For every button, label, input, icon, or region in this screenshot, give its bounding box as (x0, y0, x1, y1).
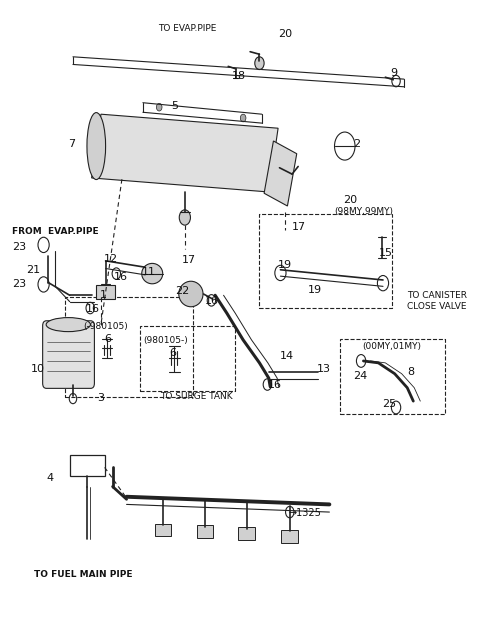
Text: 16: 16 (205, 296, 219, 306)
FancyBboxPatch shape (43, 321, 95, 389)
Polygon shape (92, 114, 278, 192)
Bar (196, 525, 213, 538)
Text: TO EVAP.PIPE: TO EVAP.PIPE (158, 24, 216, 33)
Circle shape (240, 114, 246, 122)
Bar (260, 213, 392, 308)
Text: CLOSE VALVE: CLOSE VALVE (407, 302, 467, 311)
Text: 24: 24 (353, 371, 367, 381)
Bar (96, 285, 115, 299)
Text: 10: 10 (31, 364, 45, 374)
Text: 11: 11 (142, 266, 156, 277)
Text: 20: 20 (343, 195, 358, 204)
Text: 7: 7 (68, 139, 75, 149)
Ellipse shape (46, 318, 90, 332)
Text: FROM  EVAP.PIPE: FROM EVAP.PIPE (12, 227, 99, 236)
Text: 3: 3 (97, 393, 105, 403)
Bar (155, 523, 171, 536)
Text: 23: 23 (12, 242, 26, 252)
Text: 2: 2 (353, 139, 360, 149)
Text: 19: 19 (308, 284, 322, 295)
Text: 15: 15 (379, 247, 393, 258)
Text: 13: 13 (317, 364, 331, 374)
Text: 18: 18 (231, 71, 246, 81)
Text: TO CANISTER: TO CANISTER (407, 291, 467, 300)
Text: (98MY,99MY): (98MY,99MY) (334, 206, 393, 215)
Text: 5: 5 (171, 101, 178, 111)
Bar (239, 527, 255, 540)
Text: TO FUEL MAIN PIPE: TO FUEL MAIN PIPE (34, 570, 133, 579)
Circle shape (255, 57, 264, 70)
Circle shape (179, 210, 191, 225)
Bar (340, 339, 445, 414)
Text: (00MY,01MY): (00MY,01MY) (362, 343, 421, 351)
Text: →1325: →1325 (289, 508, 322, 518)
Text: 25: 25 (382, 399, 396, 410)
Text: 20: 20 (278, 29, 292, 40)
Ellipse shape (87, 112, 106, 180)
Text: 1: 1 (99, 289, 107, 300)
Circle shape (156, 104, 162, 111)
Bar (281, 530, 298, 543)
Bar (70, 456, 105, 475)
Text: 9: 9 (390, 68, 397, 78)
Ellipse shape (179, 281, 203, 307)
Text: 8: 8 (407, 367, 414, 378)
Text: 17: 17 (292, 222, 306, 232)
Text: (-980105): (-980105) (84, 322, 129, 331)
Text: 14: 14 (279, 351, 294, 362)
Text: 6: 6 (104, 334, 111, 344)
Text: 4: 4 (47, 473, 53, 482)
Text: TO SURGE TANK: TO SURGE TANK (160, 392, 233, 401)
Text: 22: 22 (176, 286, 190, 296)
Text: 6: 6 (169, 348, 177, 358)
Bar (65, 296, 193, 397)
Text: 16: 16 (114, 272, 128, 282)
Bar (140, 326, 235, 391)
Text: 16: 16 (85, 304, 99, 314)
Text: 21: 21 (26, 265, 40, 275)
Polygon shape (264, 141, 297, 206)
Ellipse shape (142, 263, 163, 284)
Text: 16: 16 (267, 380, 281, 390)
Text: 17: 17 (181, 255, 196, 265)
Text: 19: 19 (278, 260, 292, 270)
Text: (980105-): (980105-) (143, 336, 188, 345)
Text: 12: 12 (104, 254, 119, 264)
Text: 23: 23 (12, 279, 26, 289)
